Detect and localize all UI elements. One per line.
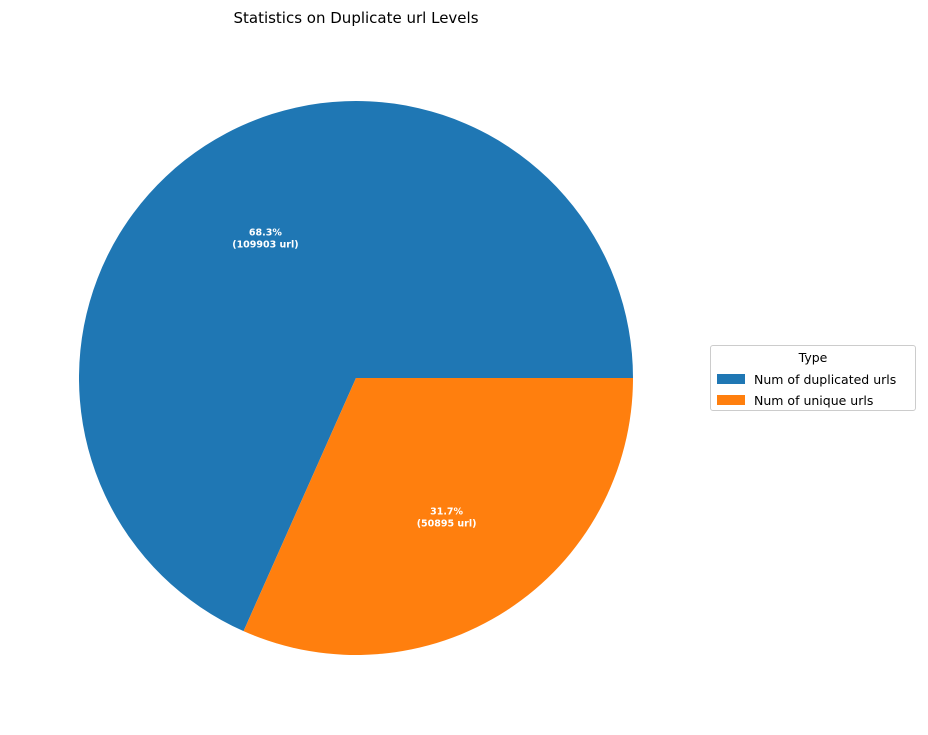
pie-labels: 68.3%(109903 url) 31.7%(50895 url): [232, 228, 476, 530]
legend-swatch-duplicated: [717, 374, 745, 384]
chart-title: Statistics on Duplicate url Levels: [233, 9, 478, 27]
legend-item-duplicated: Num of duplicated urls: [717, 371, 896, 387]
slice-count-label-unique: (50895 url): [417, 518, 477, 529]
pie-slice-unique: [243, 378, 633, 655]
pie-slices: [78, 100, 633, 655]
slice-percent-label-duplicated: 68.3%: [249, 228, 282, 239]
legend-label-duplicated: Num of duplicated urls: [754, 371, 897, 387]
slice-percent-label-unique: 31.7%: [430, 506, 463, 517]
legend-item-unique: Num of unique urls: [717, 392, 873, 408]
slice-count-label-duplicated: (109903 url): [232, 240, 298, 251]
legend-label-unique: Num of unique urls: [754, 392, 874, 408]
legend-title: Type: [798, 350, 828, 365]
legend: Type Num of duplicated urls Num of uniqu…: [710, 345, 916, 411]
legend-swatch-unique: [717, 395, 745, 405]
pie-slice-duplicated: [78, 100, 633, 632]
